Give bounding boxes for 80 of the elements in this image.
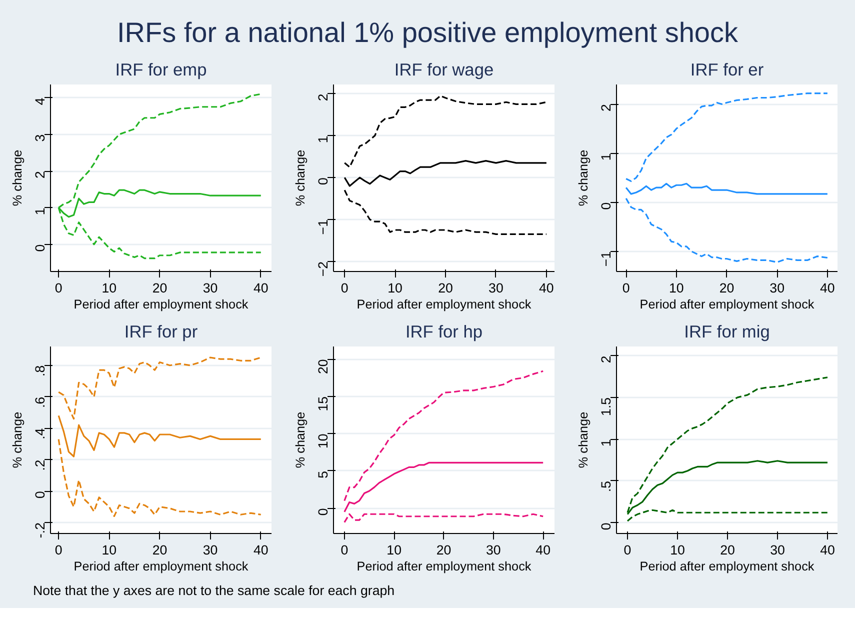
x-tick-label: 30 [486, 542, 501, 558]
x-tick-label: 30 [488, 280, 504, 296]
x-tick-label: 10 [670, 542, 685, 558]
x-tick-label: 0 [54, 542, 62, 558]
y-tick-label: 10 [316, 434, 330, 448]
x-tick-label: 10 [102, 280, 117, 296]
y-tick-label: 2 [598, 104, 614, 112]
y-tick-label: .8 [32, 365, 48, 376]
x-axis-title: Period after employment shock [640, 298, 815, 312]
x-axis-title: Period after employment shock [74, 298, 249, 312]
y-tick-label: 15 [316, 396, 330, 412]
y-tick-label: -.2 [32, 522, 48, 538]
y-tick-label: 0 [598, 522, 614, 530]
chart-title: IRF for hp [405, 322, 483, 342]
chart-title: IRF for mig [684, 322, 770, 342]
x-axis-title: Period after employment shock [356, 298, 532, 312]
x-tick-label: 0 [624, 542, 632, 558]
y-tick-label: 1.5 [598, 397, 614, 416]
y-tick-label: 0 [316, 178, 330, 185]
chart-title: IRF for emp [115, 60, 207, 80]
x-tick-label: 40 [539, 280, 554, 296]
x-tick-label: 10 [102, 542, 117, 558]
y-tick-label: .4 [32, 428, 48, 440]
y-tick-label: 0 [316, 508, 330, 516]
y-tick-label: −1 [598, 251, 614, 267]
x-tick-label: 10 [386, 542, 402, 558]
x-tick-label: 20 [152, 542, 168, 558]
x-tick-label: 20 [152, 280, 168, 296]
x-tick-label: 0 [622, 280, 630, 296]
text: IRFs for a national 1% positive employment shock [117, 16, 738, 50]
x-tick-label: 40 [536, 542, 550, 558]
x-tick-label: 30 [770, 542, 785, 558]
y-tick-label: 0 [32, 244, 48, 252]
y-tick-label: −1 [316, 220, 330, 235]
x-tick-label: 40 [253, 280, 268, 296]
x-tick-label: 30 [202, 280, 218, 296]
y-axis-title: % change [294, 412, 308, 468]
y-tick-label: 2 [316, 94, 330, 102]
x-tick-label: 10 [388, 280, 402, 296]
text: Note that the y axes are not to the same scale for each graph [33, 582, 395, 600]
x-axis-title: Period after employment shock [356, 560, 532, 574]
y-axis-title: % change [10, 150, 24, 206]
x-axis-title: Period after employment shock [640, 560, 815, 574]
x-tick-label: 0 [340, 542, 348, 558]
y-tick-label: 2 [32, 171, 48, 178]
x-tick-label: 20 [719, 280, 734, 296]
y-axis-title: % change [576, 412, 590, 468]
y-tick-label: 3 [32, 134, 48, 142]
y-tick-label: 20 [316, 359, 330, 374]
x-tick-label: 30 [770, 280, 785, 296]
y-tick-label: −2 [316, 261, 330, 277]
y-axis-title: % change [294, 150, 308, 206]
y-tick-label: .5 [598, 480, 614, 492]
x-tick-label: 20 [720, 542, 735, 558]
y-tick-label: 2 [598, 356, 614, 364]
y-tick-label: .2 [32, 460, 48, 471]
x-tick-label: 40 [820, 542, 835, 558]
x-tick-label: 40 [820, 280, 835, 296]
y-tick-label: 0 [598, 202, 614, 210]
x-axis-title: Period after employment shock [74, 560, 249, 574]
y-tick-label: .6 [32, 396, 48, 408]
x-tick-label: 0 [340, 280, 348, 296]
y-tick-label: 1 [598, 153, 614, 161]
y-tick-label: 5 [316, 470, 330, 478]
y-tick-label: 4 [32, 97, 48, 106]
x-tick-label: 0 [54, 280, 62, 296]
x-tick-label: 40 [253, 542, 268, 558]
chart-title: IRF for wage [394, 60, 494, 80]
y-tick-label: 1 [598, 439, 614, 447]
x-tick-label: 20 [436, 542, 452, 558]
x-tick-label: 20 [438, 280, 453, 296]
x-tick-label: 30 [202, 542, 218, 558]
y-tick-label: 1 [32, 208, 48, 216]
y-axis-title: % change [576, 150, 590, 206]
y-axis-title: % change [10, 412, 24, 468]
y-tick-label: 1 [316, 136, 330, 144]
chart-title: IRF for pr [124, 322, 198, 342]
chart-title: IRF for er [690, 60, 764, 80]
x-tick-label: 10 [668, 280, 684, 296]
y-tick-label: 0 [32, 491, 48, 498]
